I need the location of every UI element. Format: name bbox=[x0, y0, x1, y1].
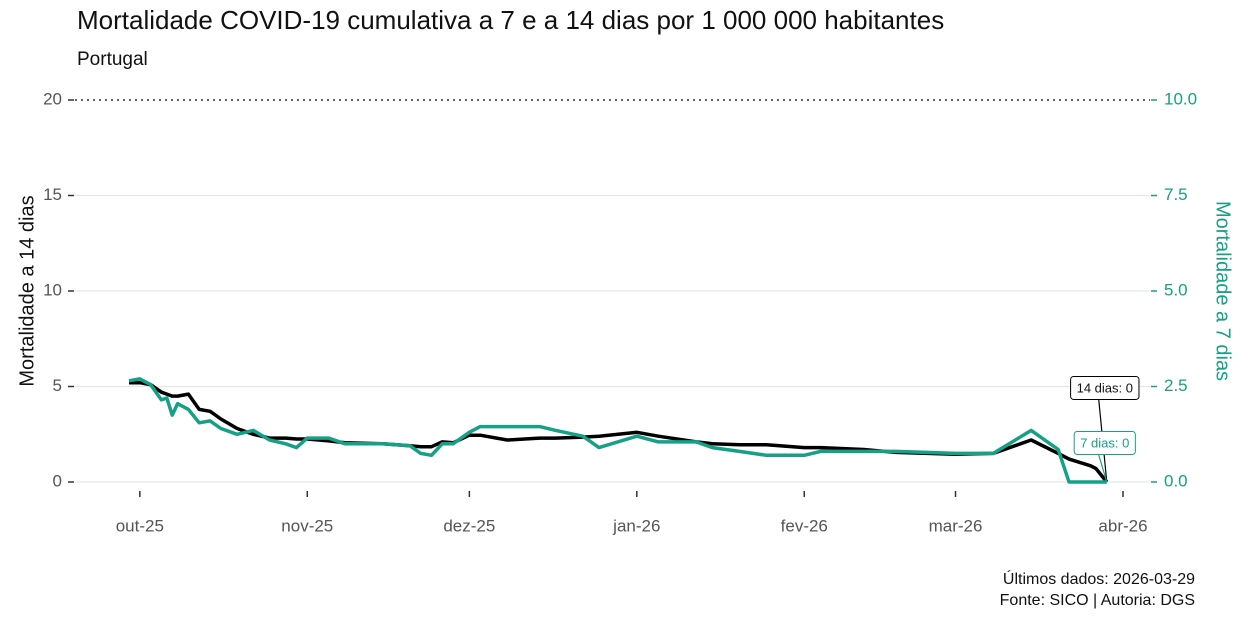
annotation: 7 dias: 0 bbox=[1080, 435, 1129, 450]
y2-tick-label: 7.5 bbox=[1164, 185, 1188, 204]
y-tick-label: 20 bbox=[43, 89, 62, 108]
series-line bbox=[128, 377, 1107, 484]
x-tick-label: out-25 bbox=[116, 516, 164, 535]
y-axis-title: Mortalidade a 14 dias bbox=[16, 195, 38, 386]
y2-tick-label: 5.0 bbox=[1164, 280, 1188, 299]
chart-title: Mortalidade COVID-19 cumulativa a 7 e a … bbox=[77, 5, 944, 35]
annotation: 14 dias: 0 bbox=[1077, 380, 1133, 395]
y-tick-label: 5 bbox=[53, 376, 62, 395]
annotation-leader bbox=[1098, 454, 1108, 483]
y2-axis-title: Mortalidade a 7 dias bbox=[1212, 201, 1234, 381]
x-tick-label: dez-25 bbox=[443, 516, 495, 535]
y2-tick-label: 0.0 bbox=[1164, 471, 1188, 490]
annotation-box bbox=[1073, 430, 1136, 455]
y2-tick-label: 10.0 bbox=[1164, 89, 1197, 108]
x-tick-label: jan-26 bbox=[612, 516, 660, 535]
x-tick-label: fev-26 bbox=[781, 516, 828, 535]
y2-tick-label: 2.5 bbox=[1164, 376, 1188, 395]
caption: Fonte: SICO | Autoria: DGS bbox=[1000, 592, 1195, 609]
y-tick-label: 0 bbox=[53, 471, 62, 490]
y-tick-label: 10 bbox=[43, 280, 62, 299]
series-line bbox=[129, 380, 1109, 484]
x-tick-label: mar-26 bbox=[929, 516, 983, 535]
y-tick-label: 15 bbox=[43, 185, 62, 204]
annotation-box bbox=[1070, 375, 1140, 400]
x-tick-label: nov-25 bbox=[281, 516, 333, 535]
x-tick-label: abr-26 bbox=[1098, 516, 1147, 535]
caption: Últimos dados: 2026-03-29 bbox=[1003, 569, 1195, 588]
chart-subtitle: Portugal bbox=[77, 49, 148, 70]
